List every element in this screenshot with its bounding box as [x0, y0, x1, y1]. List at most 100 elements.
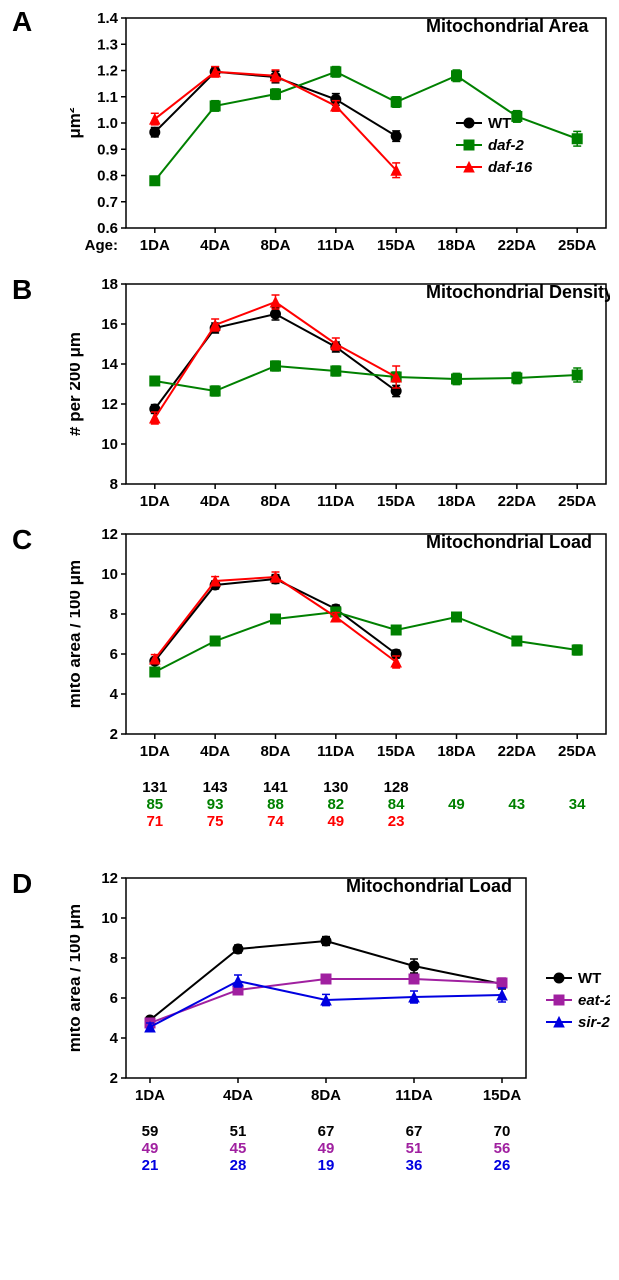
count-cell: 43	[487, 796, 547, 813]
panel-b-label: B	[12, 274, 32, 306]
svg-text:18DA: 18DA	[437, 743, 476, 760]
svg-text:mito area / 100 μm: mito area / 100 μm	[70, 904, 84, 1052]
count-cell	[487, 779, 547, 796]
counts-row-daf-2: 8593888284494334	[126, 796, 609, 813]
svg-text:0.8: 0.8	[97, 168, 118, 185]
svg-text:15DA: 15DA	[377, 493, 416, 510]
svg-text:1DA: 1DA	[135, 1087, 165, 1104]
svg-text:12: 12	[101, 528, 118, 543]
svg-text:0.6: 0.6	[97, 220, 118, 237]
counts-row-sir-2-1-oe-: 2128193626	[126, 1157, 609, 1174]
svg-text:WT: WT	[488, 115, 511, 132]
svg-text:1.4: 1.4	[97, 10, 119, 27]
svg-text:1DA: 1DA	[140, 743, 170, 760]
count-cell: 56	[458, 1140, 546, 1157]
svg-text:10: 10	[101, 566, 118, 583]
count-cell: 49	[306, 813, 366, 830]
svg-text:15DA: 15DA	[377, 743, 416, 760]
svg-text:0.9: 0.9	[97, 141, 118, 158]
svg-text:18DA: 18DA	[437, 493, 476, 510]
svg-text:25DA: 25DA	[558, 237, 597, 254]
count-cell: 36	[370, 1157, 458, 1174]
panel-a: A Mitochondrial Area0.60.70.80.91.01.11.…	[10, 10, 609, 274]
count-cell: 49	[106, 1140, 194, 1157]
panel-d-counts: 595167677049454951562128193626	[126, 1123, 609, 1174]
count-cell: 21	[106, 1157, 194, 1174]
count-cell: 67	[282, 1123, 370, 1140]
svg-text:8: 8	[110, 950, 118, 967]
svg-text:11DA: 11DA	[317, 743, 355, 760]
svg-text:10: 10	[101, 910, 118, 927]
panel-d-label: D	[12, 868, 32, 900]
count-cell: 67	[370, 1123, 458, 1140]
counts-row-daf-16: 7175744923	[126, 813, 609, 830]
count-cell: 74	[245, 813, 305, 830]
svg-text:12: 12	[101, 396, 118, 413]
count-cell: 28	[194, 1157, 282, 1174]
svg-text:μm²: μm²	[70, 107, 84, 139]
svg-text:2: 2	[110, 726, 118, 743]
svg-text:WT: WT	[578, 970, 601, 987]
svg-text:Age:: Age:	[85, 237, 118, 254]
svg-text:daf-16: daf-16	[488, 159, 533, 176]
count-cell: 128	[366, 779, 426, 796]
svg-text:16: 16	[101, 316, 118, 333]
svg-text:11DA: 11DA	[317, 493, 355, 510]
svg-text:8: 8	[110, 476, 118, 493]
counts-row-wt: 5951676770	[126, 1123, 609, 1140]
svg-text:4DA: 4DA	[200, 743, 230, 760]
panel-c-chart: Mitochondrial Load24681012mito area / 10…	[70, 528, 609, 830]
svg-text:Mitochondrial Density: Mitochondrial Density	[426, 282, 610, 302]
svg-text:0.7: 0.7	[97, 194, 118, 211]
svg-text:25DA: 25DA	[558, 493, 597, 510]
svg-text:4DA: 4DA	[223, 1087, 253, 1104]
count-cell	[426, 813, 486, 830]
count-cell: 84	[366, 796, 426, 813]
count-cell: 82	[306, 796, 366, 813]
svg-text:8DA: 8DA	[260, 743, 290, 760]
panel-b-chart: Mitochondrial Density81012141618# per 20…	[70, 278, 609, 529]
count-cell: 59	[106, 1123, 194, 1140]
svg-text:12: 12	[101, 872, 118, 887]
svg-text:8DA: 8DA	[311, 1087, 341, 1104]
count-cell: 51	[370, 1140, 458, 1157]
svg-text:Mitochondrial Load: Mitochondrial Load	[426, 532, 592, 552]
panel-d: D Mitochondrial Load24681012mito area / …	[10, 872, 609, 1212]
svg-text:1.3: 1.3	[97, 36, 118, 53]
count-cell: 26	[458, 1157, 546, 1174]
panel-a-label: A	[12, 6, 32, 38]
svg-text:4DA: 4DA	[200, 493, 230, 510]
svg-text:15DA: 15DA	[483, 1087, 522, 1104]
count-cell	[487, 813, 547, 830]
svg-text:18DA: 18DA	[437, 237, 476, 254]
count-cell: 49	[426, 796, 486, 813]
count-cell: 143	[185, 779, 245, 796]
count-cell: 93	[185, 796, 245, 813]
svg-text:15DA: 15DA	[377, 237, 416, 254]
svg-text:1.2: 1.2	[97, 63, 118, 80]
count-cell: 19	[282, 1157, 370, 1174]
panel-b: B Mitochondrial Density81012141618# per …	[10, 278, 609, 524]
count-cell: 51	[194, 1123, 282, 1140]
svg-text:sir-2.1(OE): sir-2.1(OE)	[578, 1014, 610, 1031]
count-cell: 85	[125, 796, 185, 813]
panel-c: C Mitochondrial Load24681012mito area / …	[10, 528, 609, 868]
count-cell	[547, 813, 607, 830]
svg-text:8: 8	[110, 606, 118, 623]
count-cell: 49	[282, 1140, 370, 1157]
panel-d-chart: Mitochondrial Load24681012mito area / 10…	[70, 872, 609, 1174]
svg-text:1DA: 1DA	[140, 237, 170, 254]
svg-text:11DA: 11DA	[317, 237, 355, 254]
panel-a-chart: Mitochondrial Area0.60.70.80.91.01.11.21…	[70, 10, 609, 279]
svg-text:4DA: 4DA	[200, 237, 230, 254]
svg-text:Mitochondrial Area: Mitochondrial Area	[426, 16, 589, 36]
svg-text:daf-2: daf-2	[488, 137, 524, 154]
svg-text:18: 18	[101, 278, 118, 293]
svg-text:6: 6	[110, 646, 118, 663]
svg-text:22DA: 22DA	[498, 743, 537, 760]
counts-row-eat-2: 4945495156	[126, 1140, 609, 1157]
count-cell	[426, 779, 486, 796]
svg-text:1.0: 1.0	[97, 115, 118, 132]
svg-text:8DA: 8DA	[260, 237, 290, 254]
svg-text:22DA: 22DA	[498, 493, 537, 510]
